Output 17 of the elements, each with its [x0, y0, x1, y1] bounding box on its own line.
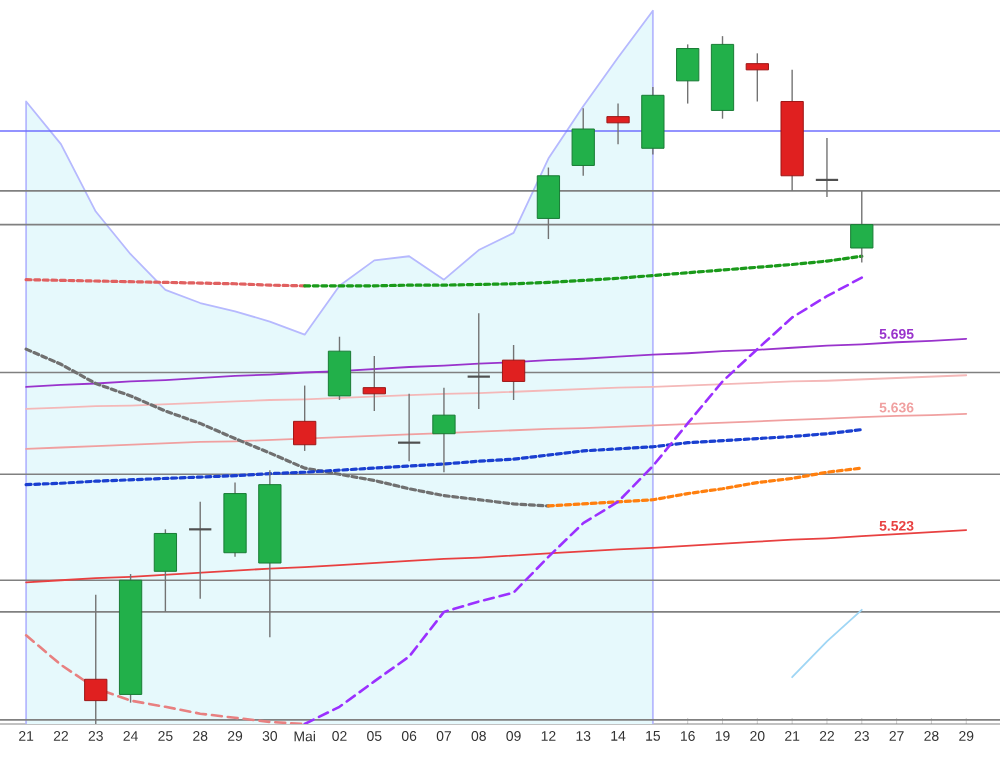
candlestick	[850, 190, 874, 264]
candlestick	[187, 501, 213, 600]
candlestick	[327, 336, 352, 401]
candlestick	[814, 137, 840, 198]
candlestick	[153, 528, 178, 613]
candlestick	[606, 102, 630, 145]
candlestick	[676, 43, 700, 105]
candlestick	[745, 52, 769, 103]
candlestick	[536, 166, 561, 240]
candlestick	[571, 107, 595, 177]
candlestick	[501, 344, 526, 401]
candlestick	[293, 384, 317, 452]
candlestick	[396, 393, 422, 462]
candlestick	[84, 593, 108, 725]
candlestick	[466, 312, 492, 410]
candlestick	[432, 386, 456, 473]
candlestick	[362, 355, 386, 412]
